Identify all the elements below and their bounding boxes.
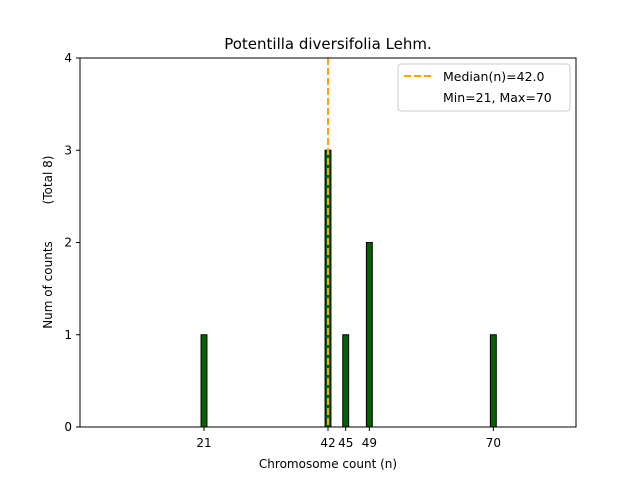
x-tick-label-45: 45 [338,436,353,450]
bar-45 [342,334,350,428]
y-tick-label-4: 4 [64,51,72,65]
bar-70 [489,334,497,428]
y-axis-total-label: (Total 8) [41,156,55,205]
chart-title: Potentilla diversifolia Lehm. [224,35,432,53]
x-axis-label: Chromosome count (n) [259,457,397,471]
legend-range-label: Min=21, Max=70 [443,90,552,105]
y-tick-label-0: 0 [64,420,72,434]
legend-median-label: Median(n)=42.0 [443,69,544,84]
legend: Median(n)=42.0 Min=21, Max=70 [397,63,571,112]
ticks-layer: 21 42 45 49 70 0 1 2 3 4 [64,51,501,450]
y-tick-label-2: 2 [64,236,72,250]
x-tick-label-42: 42 [320,436,335,450]
y-tick-label-1: 1 [64,328,72,342]
x-tick-label-70: 70 [486,436,501,450]
legend-box [397,63,571,112]
x-tick-label-21: 21 [196,436,211,450]
bar-49 [365,242,373,428]
x-tick-label-49: 49 [362,436,377,450]
y-axis-label: Num of counts [41,241,55,329]
bar-21 [200,334,208,428]
y-tick-label-3: 3 [64,143,72,157]
